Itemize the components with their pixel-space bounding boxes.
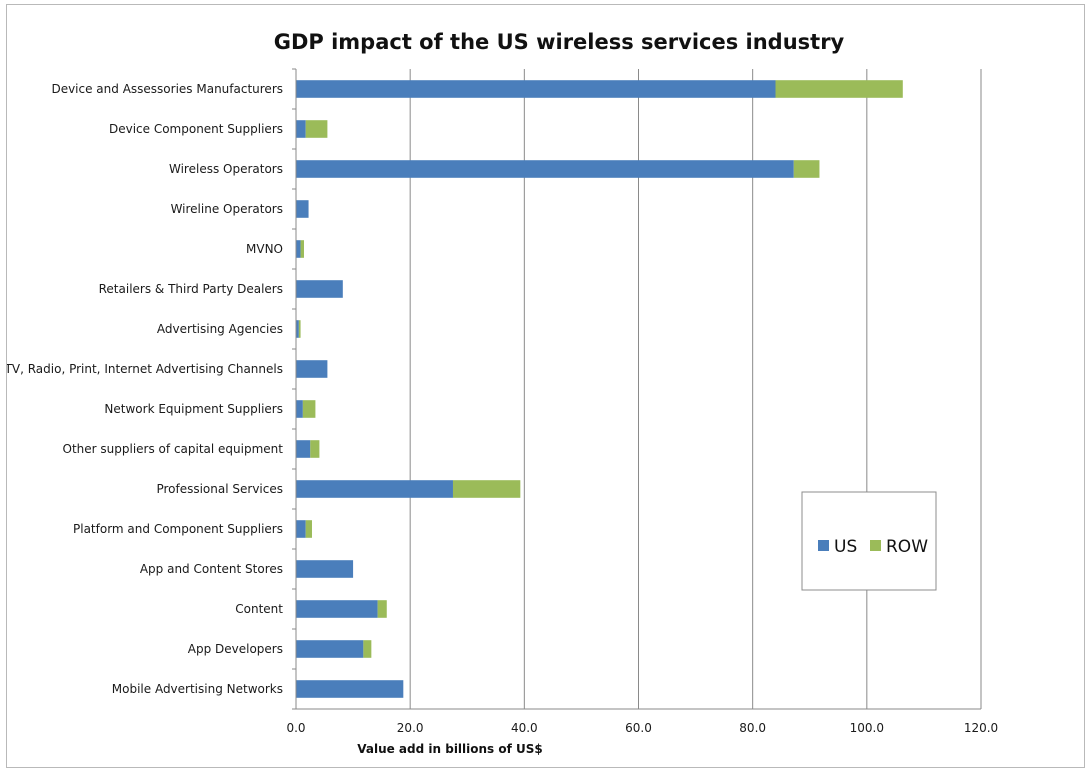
bar-us [296,440,311,458]
category-label: MVNO [246,242,283,256]
chart-svg: GDP impact of the US wireless services i… [7,30,998,756]
category-label: Content [235,602,283,616]
category-label: Wireless Operators [169,162,283,176]
bar-row [363,640,372,658]
bar-row [377,600,387,618]
category-label: TV, Radio, Print, Internet Advertising C… [7,362,283,376]
bar-us [296,80,776,98]
bar-us [296,640,364,658]
bars [296,80,903,698]
bar-row [793,160,820,178]
category-label: Other suppliers of capital equipment [63,442,284,456]
bar-us [296,360,328,378]
bar-row [298,320,301,338]
bar-us [296,160,794,178]
category-label: Mobile Advertising Networks [112,682,283,696]
legend-label-row: ROW [886,537,928,557]
x-tick-label: 0.0 [286,721,305,735]
category-label: Retailers & Third Party Dealers [99,282,283,296]
category-label: App Developers [188,642,283,656]
category-label: Platform and Component Suppliers [73,522,283,536]
category-label: App and Content Stores [140,562,283,576]
bar-row [452,480,521,498]
x-tick-label: 80.0 [739,721,766,735]
chart-frame: GDP impact of the US wireless services i… [6,4,1085,768]
bar-us [296,240,301,258]
category-labels: Device and Assessories Manufacturers Devi… [7,82,283,696]
bar-us [296,320,299,338]
bar-row [300,240,304,258]
x-tick-label: 100.0 [850,721,884,735]
bar-row [302,400,316,418]
bar-us [296,120,306,138]
bar-row [305,120,328,138]
bar-us [296,280,343,298]
bar-us [296,680,404,698]
bar-row [305,520,312,538]
x-axis-title: Value add in billions of US$ [357,742,543,756]
category-label: Network Equipment Suppliers [104,402,283,416]
category-label: Advertising Agencies [157,322,283,336]
category-label: Wireline Operators [171,202,283,216]
bar-us [296,480,453,498]
bar-us [296,200,309,218]
legend-swatch-us [818,540,829,551]
legend-label-us: US [834,537,857,557]
chart-title: GDP impact of the US wireless services i… [274,30,845,54]
axes [292,68,981,710]
bar-us [296,560,354,578]
legend-swatch-row [870,540,881,551]
bar-us [296,400,303,418]
x-tick-labels: 0.0 20.0 40.0 60.0 80.0 100.0 120.0 [286,721,998,735]
category-label: Professional Services [156,482,283,496]
bar-row [310,440,320,458]
bar-row [775,80,903,98]
bar-us [296,600,378,618]
legend: US ROW [801,491,937,591]
category-label: Device and Assessories Manufacturers [51,82,283,96]
x-tick-label: 40.0 [511,721,538,735]
x-tick-label: 20.0 [397,721,424,735]
bar-us [296,520,306,538]
x-tick-label: 60.0 [625,721,652,735]
x-tick-label: 120.0 [964,721,998,735]
category-label: Device Component Suppliers [109,122,283,136]
